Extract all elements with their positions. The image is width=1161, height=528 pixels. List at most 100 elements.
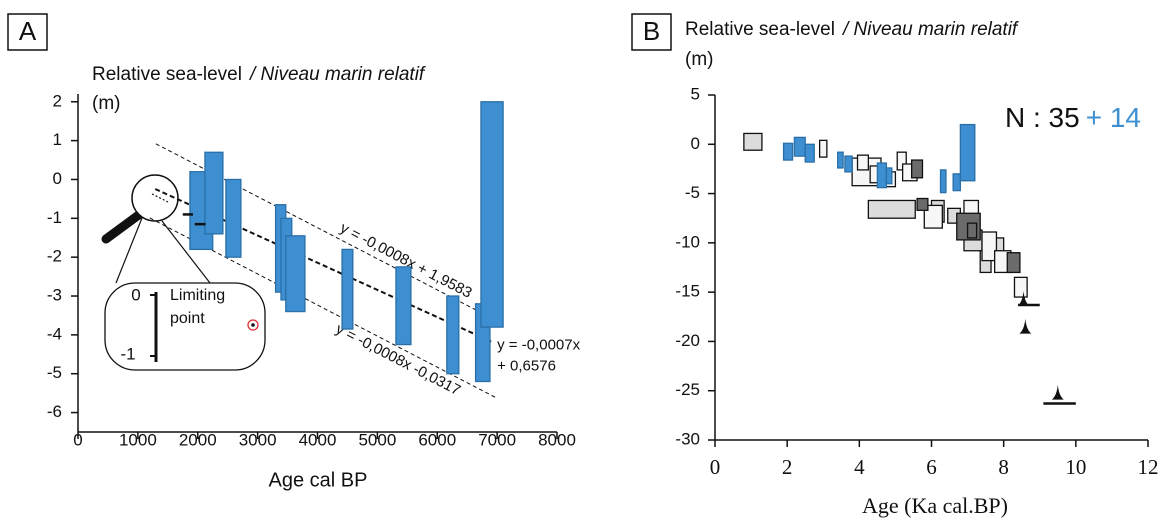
x-tick-label: 7000	[478, 430, 516, 449]
title-italic: / Niveau marin relatif	[841, 19, 1019, 40]
sea-level-box	[1006, 252, 1021, 274]
x-tick-label: 8	[998, 455, 1009, 479]
x-tick-label: 0	[710, 455, 721, 479]
x-tick-label: 6000	[418, 430, 456, 449]
sea-level-box	[959, 123, 976, 182]
x-tick-label: 0	[73, 430, 82, 449]
x-axis-label: Age cal BP	[269, 469, 368, 491]
sea-level-box	[896, 151, 907, 171]
sea-level-box	[939, 169, 947, 194]
sea-level-box	[793, 136, 806, 157]
magnifier-handle	[101, 209, 145, 244]
lens-detail	[151, 193, 169, 203]
panel-letter: A	[19, 16, 37, 46]
title-italic: / Niveau marin relatif	[248, 64, 426, 85]
x-tick-label: 4000	[299, 430, 337, 449]
limiting-point-icon	[247, 319, 259, 331]
limiting-point-dot	[251, 323, 255, 327]
count-extra: + 14	[1086, 102, 1141, 133]
sea-level-box	[867, 199, 916, 219]
inset: 0 -1 Limiting point	[101, 174, 266, 371]
y-unit: (m)	[92, 93, 120, 114]
panel-letter: B	[643, 16, 660, 46]
sea-level-box	[480, 101, 504, 328]
sea-level-box	[782, 142, 794, 161]
sea-level-box	[966, 222, 978, 239]
x-tick-label: 5000	[358, 430, 396, 449]
equation-label: y = -0,0007x	[497, 337, 580, 354]
y-tick-label: -5	[47, 363, 62, 382]
y-tick-label: 2	[53, 91, 62, 110]
sea-level-box	[804, 143, 815, 163]
y-tick-label: -5	[685, 183, 700, 202]
sea-level-box	[818, 139, 828, 158]
sea-level-box	[837, 151, 844, 169]
sea-level-box	[856, 154, 870, 171]
sea-level-box	[743, 132, 763, 151]
y-tick-label: 0	[53, 169, 62, 188]
sea-level-box	[285, 235, 306, 313]
magnifier-lens	[131, 174, 179, 222]
y-tick-label: -15	[675, 282, 700, 301]
y-tick-label: -4	[47, 324, 62, 343]
sea-level-box	[1013, 276, 1028, 298]
x-tick-label: 2	[782, 455, 793, 479]
inset-tick-label: -1	[120, 344, 135, 363]
chart-title: Relative sea-level / Niveau marin relatif	[685, 19, 1019, 40]
sea-level-box	[911, 159, 924, 179]
zoom-line	[161, 220, 211, 284]
y-tick-label: -6	[47, 402, 62, 421]
x-tick-label: 2000	[179, 430, 217, 449]
sea-level-box	[952, 173, 962, 192]
sea-level-box	[981, 231, 998, 262]
x-tick-label: 3000	[239, 430, 277, 449]
x-tick-label: 10	[1065, 455, 1086, 479]
sea-level-box	[395, 266, 412, 346]
y-unit: (m)	[685, 49, 713, 70]
sea-level-box	[225, 178, 242, 258]
panel-box	[631, 13, 672, 51]
sea-level-box	[844, 155, 853, 173]
chart-title: Relative sea-level / Niveau marin relatif	[92, 64, 426, 85]
y-tick-label: 0	[691, 134, 700, 153]
x-tick-label: 8000	[538, 430, 576, 449]
x-tick-label: 6	[926, 455, 937, 479]
y-tick-label: 5	[691, 84, 700, 103]
zoom-line	[115, 217, 143, 284]
inset-box	[104, 282, 266, 371]
sea-level-box	[885, 167, 893, 185]
sea-level-box	[876, 162, 888, 189]
count-annotation: N : 35 + 14	[1005, 102, 1141, 133]
regression-line	[154, 188, 492, 343]
title: Relative sea-level	[685, 19, 835, 40]
sea-level-box	[923, 204, 943, 229]
sea-level-box	[446, 295, 460, 375]
y-tick-label: -10	[675, 232, 700, 251]
sea-level-box	[341, 248, 354, 330]
y-tick-label: -30	[675, 429, 700, 448]
limiting-triangle	[1017, 291, 1030, 307]
y-tick-label: 1	[53, 130, 62, 149]
inset-tick-label: 0	[131, 285, 140, 304]
count: N : 35	[1005, 102, 1080, 133]
y-tick-label: -1	[47, 208, 62, 227]
sea-level-box	[916, 197, 929, 211]
x-tick-label: 1000	[119, 430, 157, 449]
limiting-triangle	[1051, 384, 1064, 400]
y-tick-label: -25	[675, 380, 700, 399]
inset-label: Limiting	[170, 287, 225, 304]
title: Relative sea-level	[92, 64, 242, 85]
y-tick-label: -2	[47, 247, 62, 266]
x-tick-label: 12	[1138, 455, 1159, 479]
y-tick-label: -20	[675, 331, 700, 350]
sea-level-box	[204, 151, 224, 235]
x-axis-label: Age (Ka cal.BP)	[862, 493, 1008, 518]
equation-label: + 0,6576	[497, 358, 556, 375]
limiting-triangle	[1019, 318, 1032, 334]
y-tick-label: -3	[47, 286, 62, 305]
inset-label: point	[170, 310, 205, 327]
x-tick-label: 4	[854, 455, 865, 479]
panel-box	[7, 13, 48, 51]
